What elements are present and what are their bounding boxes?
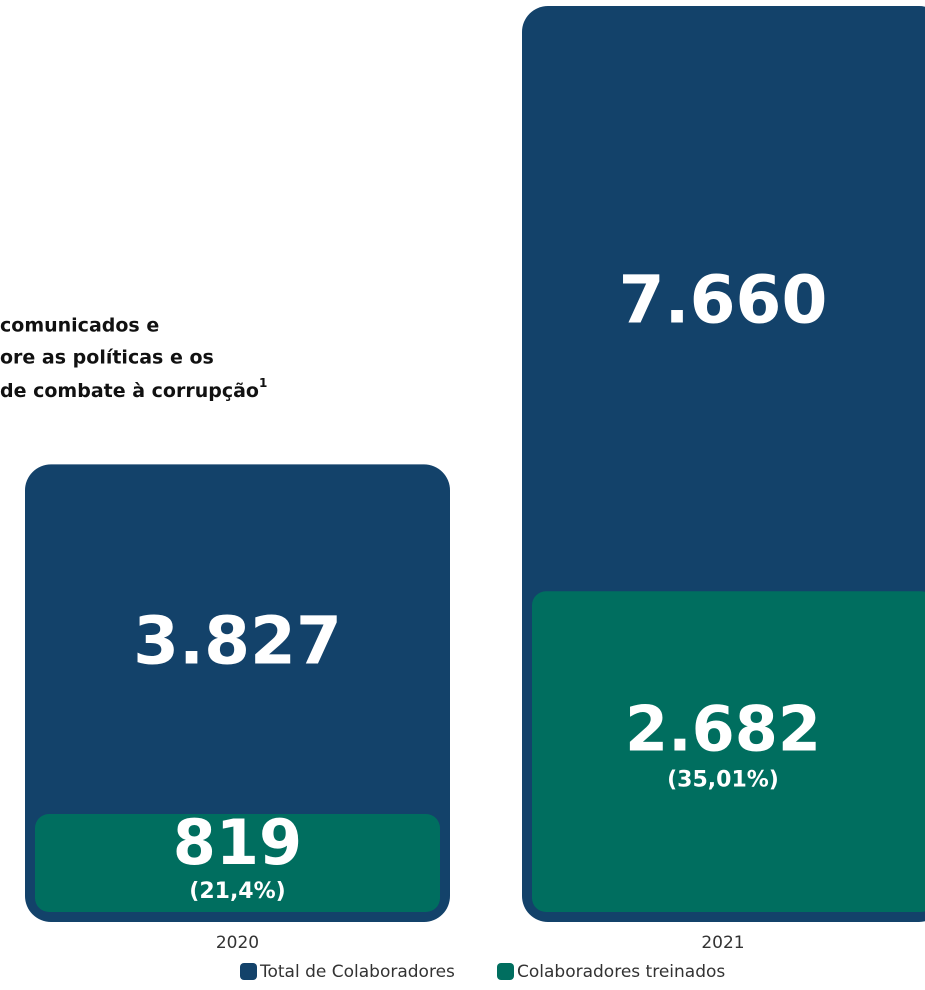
total-label: 3.827: [133, 602, 342, 679]
legend-swatch: [240, 963, 257, 980]
x-tick-label: 2021: [701, 933, 744, 953]
legend-label: Total de Colaboradores: [259, 962, 455, 982]
trained-bar: [35, 814, 440, 912]
x-tick-label: 2020: [216, 933, 259, 953]
title-line: comunicados e: [0, 315, 159, 337]
footnote-marker: 1: [259, 376, 267, 390]
legend-swatch: [497, 963, 514, 980]
title-line: de combate à corrupção1: [0, 376, 267, 402]
share-label: (35,01%): [667, 768, 779, 793]
total-bar: [25, 464, 450, 922]
legend-label: Colaboradores treinados: [517, 962, 725, 982]
title-text: de combate à corrupção: [0, 380, 259, 402]
trained-label: 2.682: [625, 693, 821, 766]
share-label: (21,4%): [189, 879, 285, 904]
trained-label: 819: [173, 806, 302, 879]
total-label: 7.660: [619, 262, 828, 339]
title-line: ore as políticas e os: [0, 347, 214, 369]
trained-bar: [532, 591, 925, 912]
